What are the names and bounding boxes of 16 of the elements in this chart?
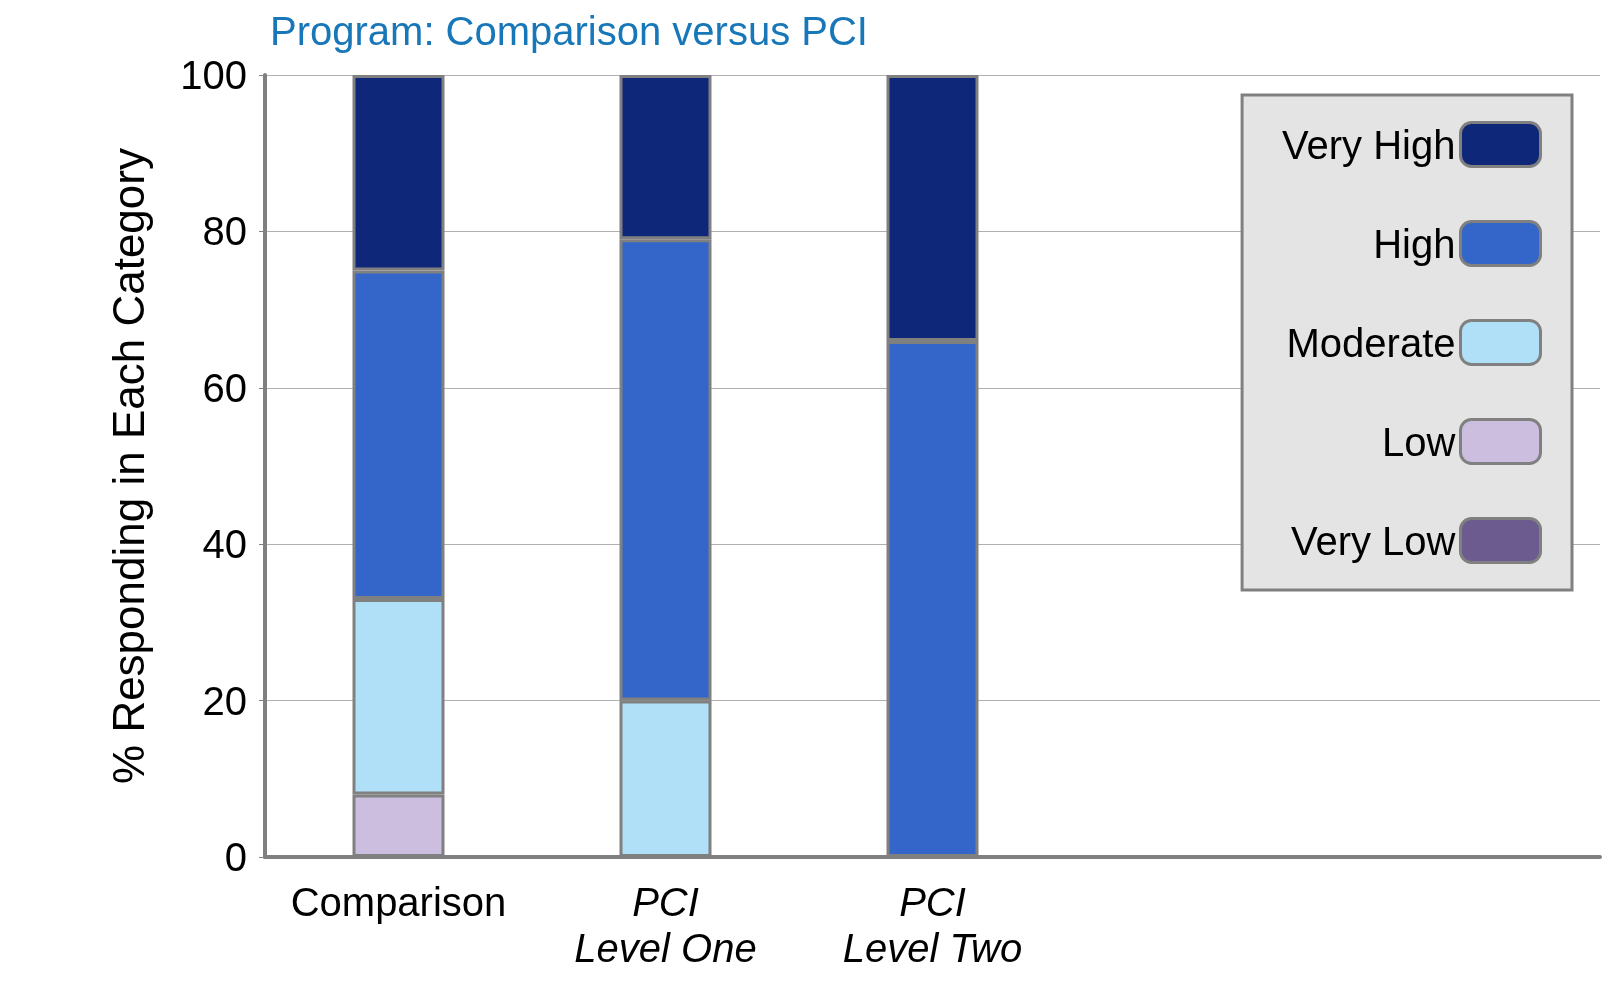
legend-label: High [1373,221,1456,266]
y-tick-label: 60 [202,365,247,410]
legend-label: Moderate [1286,320,1456,365]
chart-title: Program: Comparison versus PCI [270,9,868,53]
x-tick-label: Comparison [290,880,507,924]
x-tick-label: PCI Level Two [842,880,1023,970]
y-tick-label: 0 [224,835,247,879]
legend-label: Very High [1282,122,1456,167]
x-tick-label: PCI Level One [574,880,757,970]
y-tick-label: 40 [202,522,247,567]
y-tick-label: 20 [202,678,247,723]
y-tick-label: 100 [180,53,247,97]
y-axis-title: % Responding in Each Category [103,148,153,784]
legend-label: Very Low [1290,518,1456,563]
y-tick-label: 80 [202,209,247,254]
legend-label: Low [1382,419,1456,464]
